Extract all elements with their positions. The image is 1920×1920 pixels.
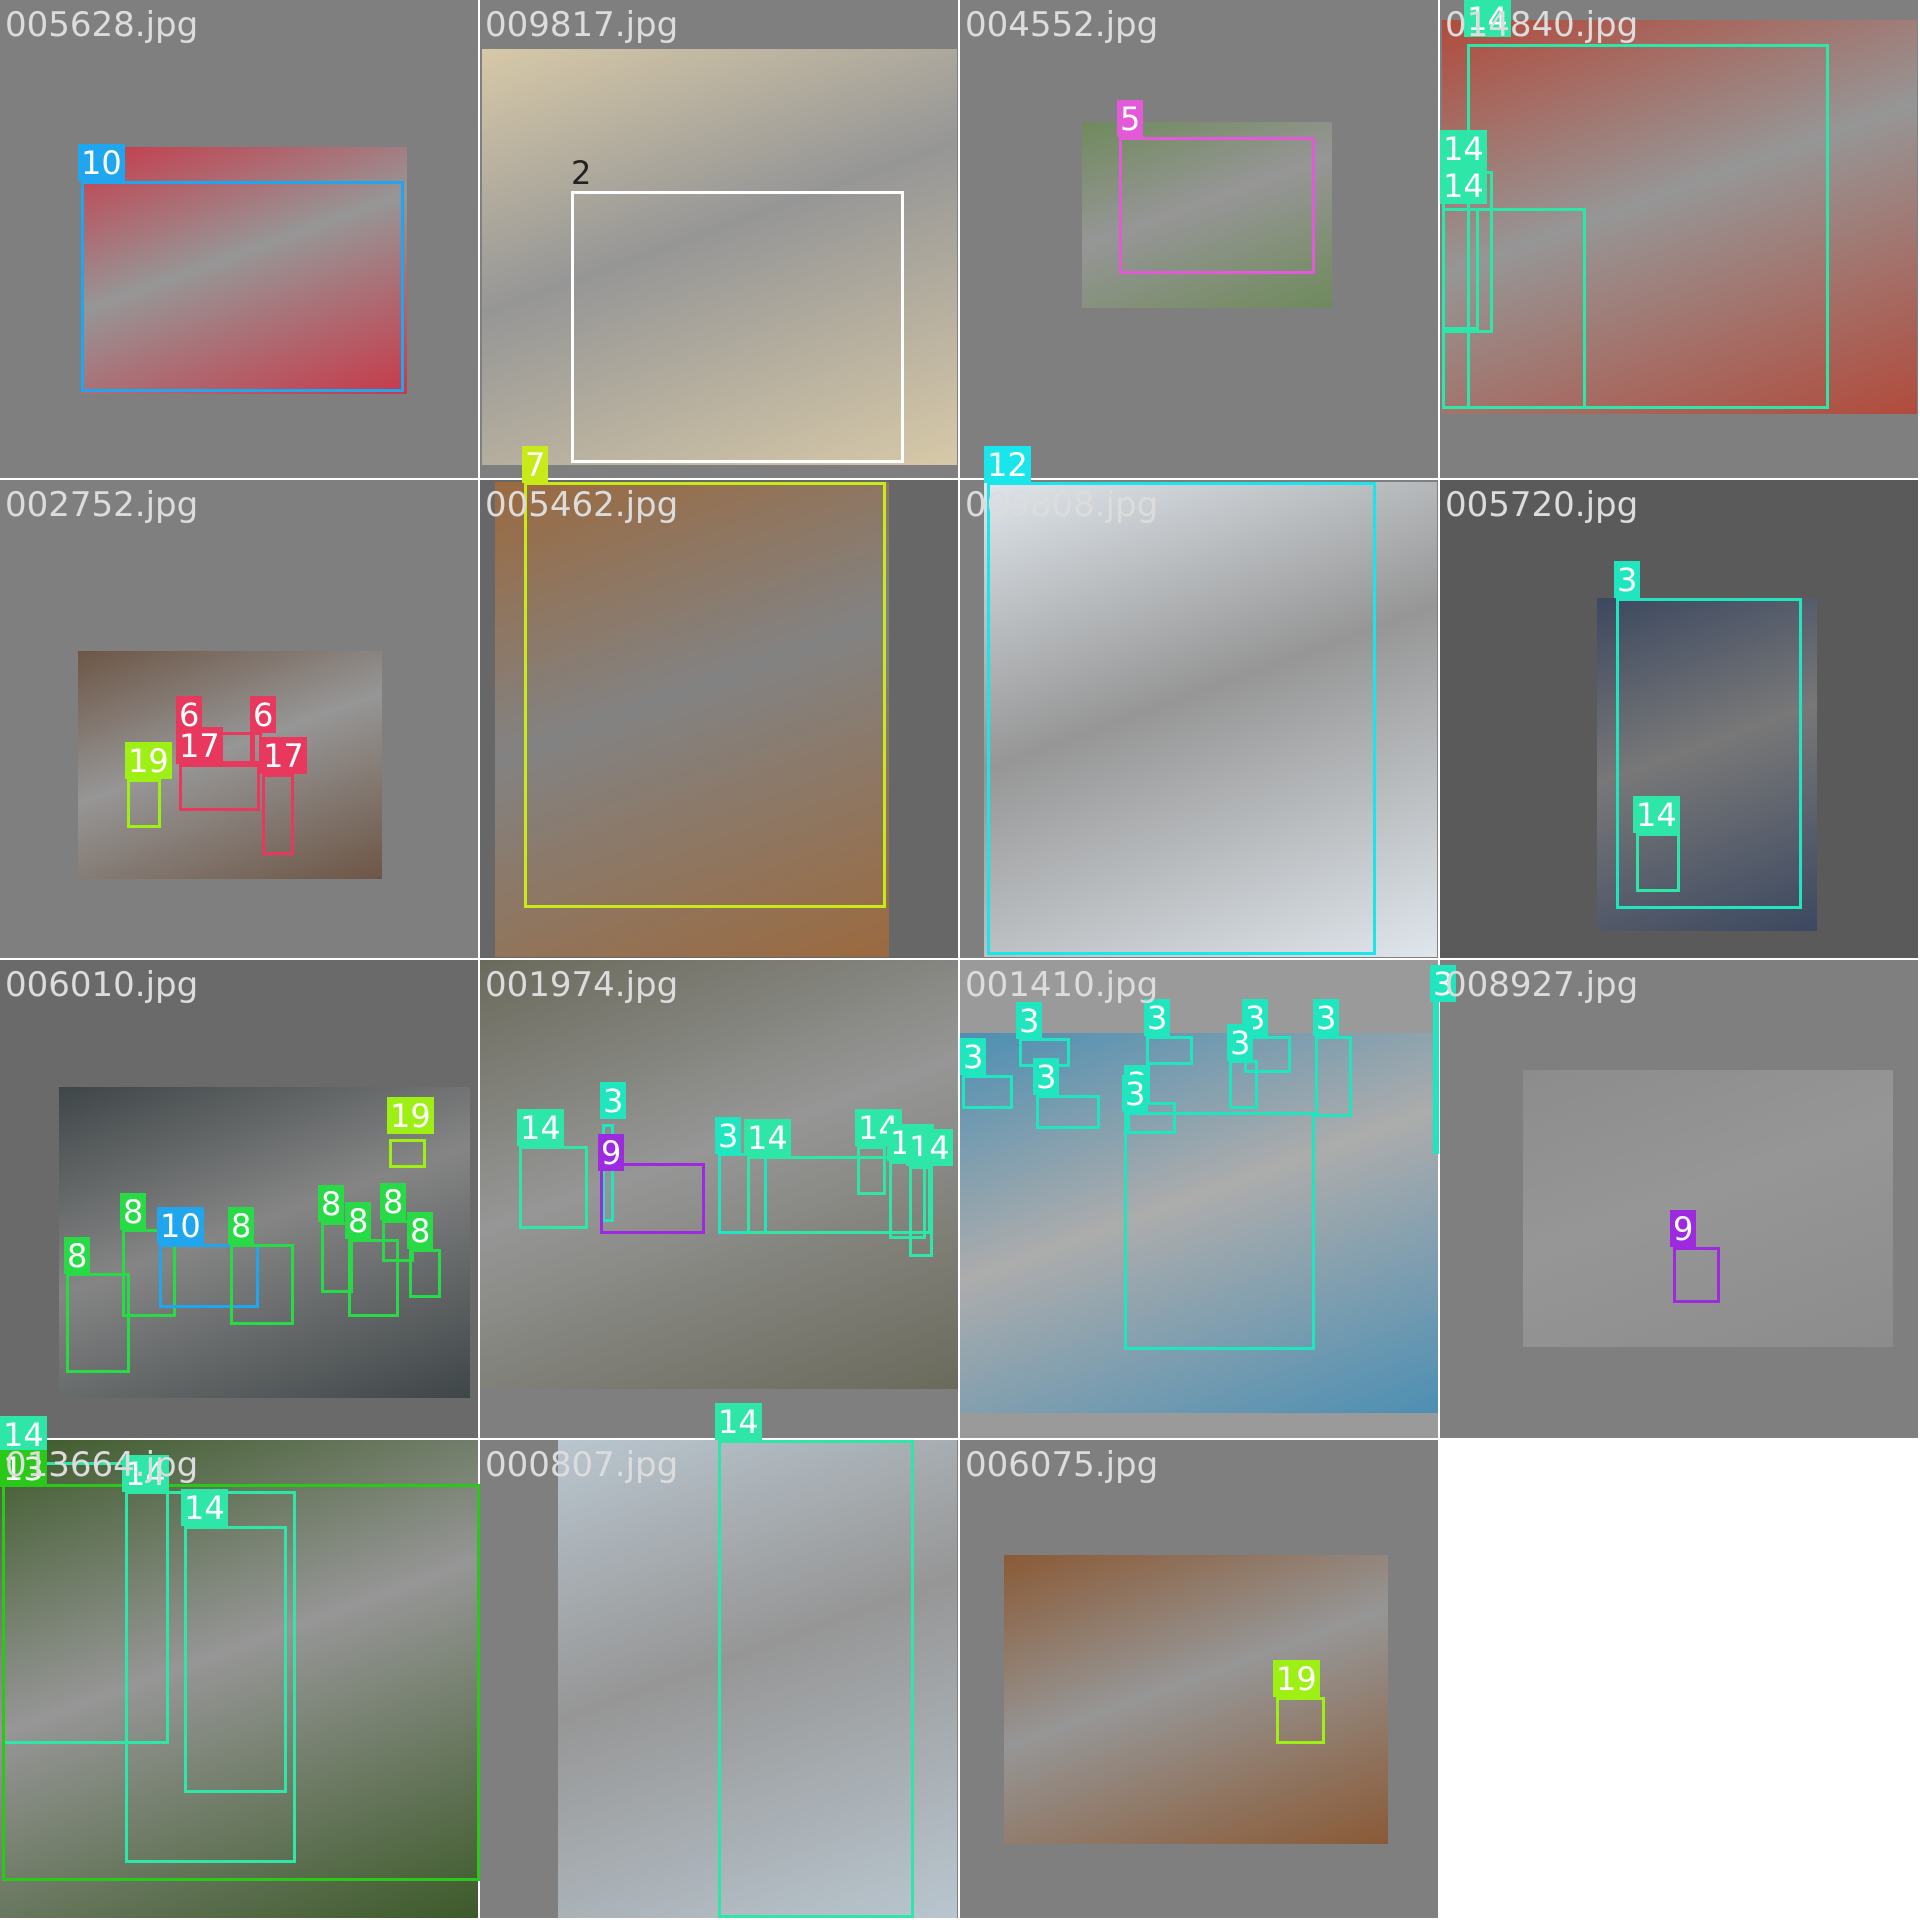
- photo-thumbnail: [1597, 598, 1817, 931]
- image-tile: 005628.jpg: [0, 0, 478, 478]
- photo-thumbnail: [1004, 1555, 1388, 1844]
- image-tile: 002752.jpg: [0, 480, 478, 958]
- image-tile: 008927.jpg: [1440, 960, 1918, 1438]
- tile-filename: 005628.jpg: [5, 5, 199, 45]
- photo-thumbnail: [480, 960, 958, 1389]
- tile-filename: 013664.jpg: [5, 1445, 199, 1485]
- photo-thumbnail: [0, 1440, 478, 1918]
- image-tile: 005720.jpg: [1440, 480, 1918, 958]
- tile-filename: 004552.jpg: [965, 5, 1159, 45]
- photo-thumbnail: [1442, 20, 1917, 414]
- image-tile: 005462.jpg: [480, 480, 958, 958]
- photo-thumbnail: [1523, 1070, 1893, 1347]
- tile-filename: 006010.jpg: [5, 965, 199, 1005]
- photo-thumbnail: [1082, 122, 1332, 308]
- image-tile: 014840.jpg: [1440, 0, 1918, 478]
- tile-filename: 001974.jpg: [485, 965, 679, 1005]
- photo-thumbnail: [78, 651, 382, 879]
- tile-filename: 008927.jpg: [1445, 965, 1639, 1005]
- image-tile: 004552.jpg: [960, 0, 1438, 478]
- image-tile: 009808.jpg: [960, 480, 1438, 958]
- tile-filename: 000807.jpg: [485, 1445, 679, 1485]
- image-tile: 006075.jpg: [960, 1440, 1438, 1918]
- photo-thumbnail: [960, 1033, 1438, 1413]
- photo-thumbnail: [81, 147, 407, 394]
- tile-filename: 014840.jpg: [1445, 5, 1639, 45]
- tile-filename: 009808.jpg: [965, 485, 1159, 525]
- image-tile: 009817.jpg: [480, 0, 958, 478]
- photo-thumbnail: [558, 1440, 957, 1918]
- image-tile: 001974.jpg: [480, 960, 958, 1438]
- photo-thumbnail: [495, 482, 889, 957]
- tile-filename: 005462.jpg: [485, 485, 679, 525]
- tile-filename: 001410.jpg: [965, 965, 1159, 1005]
- photo-thumbnail: [482, 49, 957, 465]
- photo-thumbnail: [59, 1087, 470, 1398]
- tile-filename: 002752.jpg: [5, 485, 199, 525]
- photo-thumbnail: [984, 482, 1437, 957]
- image-tile: 000807.jpg: [480, 1440, 958, 1918]
- image-tile: 013664.jpg: [0, 1440, 478, 1918]
- image-tile: 001410.jpg: [960, 960, 1438, 1438]
- tile-filename: 005720.jpg: [1445, 485, 1639, 525]
- image-tile: 006010.jpg: [0, 960, 478, 1438]
- tile-filename: 006075.jpg: [965, 1445, 1159, 1485]
- tile-filename: 009817.jpg: [485, 5, 679, 45]
